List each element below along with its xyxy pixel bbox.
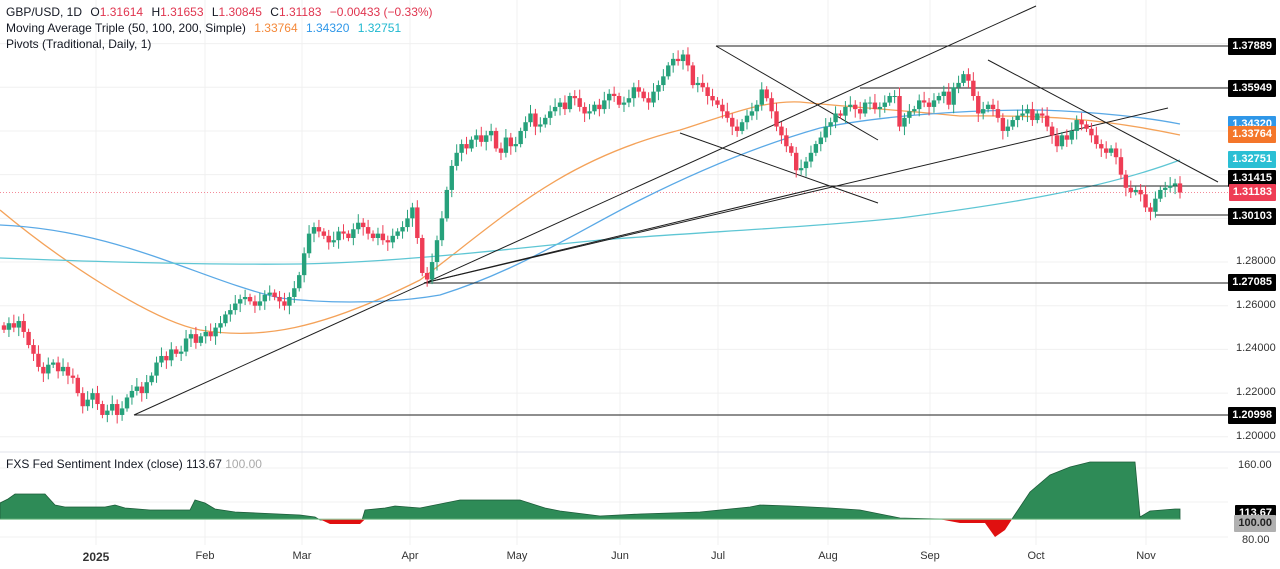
ma-row: Moving Average Triple (50, 100, 200, Sim… xyxy=(6,20,433,36)
price-tag: 1.35949 xyxy=(1228,80,1276,98)
ohlc-row: GBP/USD, 1D O1.31614 H1.31653 L1.30845 C… xyxy=(6,5,433,19)
price-tag: 1.30103 xyxy=(1228,208,1276,226)
x-axis-label: Jun xyxy=(611,550,629,562)
pivots-row: Pivots (Traditional, Daily, 1) xyxy=(6,36,433,52)
high-value: 1.31653 xyxy=(160,5,204,19)
indicator-baseline-tag: 100.00 xyxy=(1234,515,1276,532)
indicator-title: FXS Fed Sentiment Index (close) xyxy=(6,457,183,471)
price-tag: 1.32751 xyxy=(1228,151,1276,168)
price-tag: 1.31415 xyxy=(1228,170,1276,187)
x-axis-label: Sep xyxy=(920,550,940,562)
x-axis-label: Nov xyxy=(1136,550,1156,562)
moving-averages xyxy=(0,101,1181,335)
indicator-axis-tick: 80.00 xyxy=(1242,534,1270,546)
y-axis-tick: 1.22000 xyxy=(1236,386,1276,399)
gridlines xyxy=(0,0,1280,545)
x-axis-label: Oct xyxy=(1027,550,1045,562)
candlesticks xyxy=(1,47,1183,424)
ma50-value: 1.33764 xyxy=(254,21,298,35)
price-tag: 1.31183 xyxy=(1228,184,1276,201)
x-axis-label: 2025 xyxy=(82,550,110,564)
ma200-value: 1.32751 xyxy=(357,21,402,35)
price-tag: 1.20998 xyxy=(1228,407,1276,424)
low-value: 1.30845 xyxy=(218,5,262,19)
main-legend: GBP/USD, 1D O1.31614 H1.31653 L1.30845 C… xyxy=(6,4,433,52)
x-axis-label: Aug xyxy=(818,550,838,562)
change-value: −0.00433 (−0.33%) xyxy=(329,5,433,19)
sentiment-area xyxy=(0,461,1181,537)
y-axis-tick: 1.28000 xyxy=(1236,255,1276,268)
x-axis-label: Feb xyxy=(195,550,215,562)
x-axis-label: Apr xyxy=(401,550,419,562)
price-tag: 1.33764 xyxy=(1228,126,1276,143)
close-value: 1.31183 xyxy=(278,5,322,19)
pivots-title: Pivots (Traditional, Daily, 1) xyxy=(6,37,152,51)
ma-title: Moving Average Triple (50, 100, 200, Sim… xyxy=(6,21,246,35)
y-axis-tick: 1.20000 xyxy=(1236,429,1276,442)
indicator-axis-tick: 160.00 xyxy=(1238,459,1272,471)
y-axis-tick: 1.24000 xyxy=(1236,342,1276,355)
trendlines xyxy=(133,5,1228,416)
symbol-label: GBP/USD, 1D xyxy=(6,5,83,19)
x-axis-label: Mar xyxy=(292,550,312,562)
y-axis-tick: 1.26000 xyxy=(1236,298,1276,311)
indicator-baseline: 100.00 xyxy=(225,457,262,471)
price-tag: 1.37889 xyxy=(1228,38,1276,55)
indicator-legend: FXS Fed Sentiment Index (close) 113.67 1… xyxy=(6,457,262,471)
open-value: 1.31614 xyxy=(99,5,144,19)
x-axis-label: Jul xyxy=(710,550,726,562)
indicator-value: 113.67 xyxy=(186,457,222,471)
ma100-value: 1.34320 xyxy=(306,21,350,35)
x-axis-label: May xyxy=(506,550,528,562)
price-tag: 1.27085 xyxy=(1228,274,1276,292)
